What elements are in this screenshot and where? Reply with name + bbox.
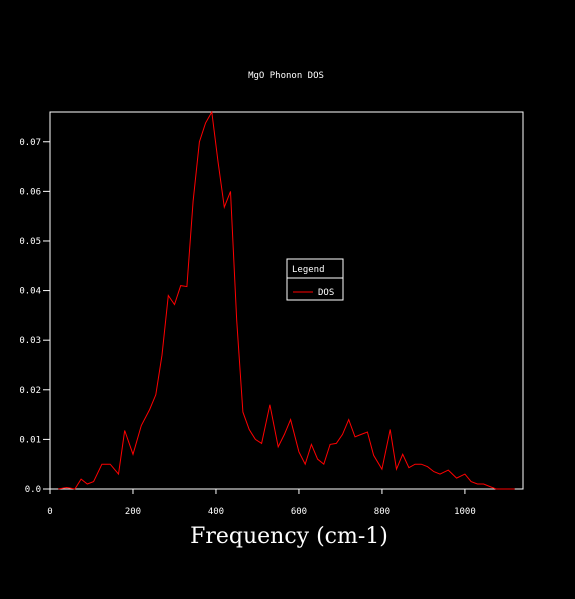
x-tick-label: 400 bbox=[208, 507, 224, 517]
y-tick-label: 0.07 bbox=[19, 138, 41, 148]
y-axis: 0.0 0.01 0.02 0.03 0.04 0.05 0.06 0.07 bbox=[19, 138, 50, 495]
legend-title: Legend bbox=[292, 265, 325, 275]
x-axis-label: Frequency (cm-1) bbox=[190, 524, 388, 549]
y-tick-label: 0.0 bbox=[25, 485, 41, 495]
x-tick-label: 600 bbox=[291, 507, 307, 517]
x-tick-label: 800 bbox=[374, 507, 390, 517]
legend-box bbox=[286, 258, 344, 301]
x-tick-label: 200 bbox=[125, 507, 141, 517]
chart-title: MgO Phonon DOS bbox=[248, 71, 324, 81]
series-line-dos bbox=[58, 110, 515, 490]
y-tick-label: 0.06 bbox=[19, 187, 41, 197]
x-tick-label: 1000 bbox=[454, 507, 476, 517]
legend-entry-dos: DOS bbox=[318, 288, 334, 298]
y-tick-label: 0.02 bbox=[19, 386, 41, 396]
x-tick-label: 0 bbox=[47, 507, 52, 517]
plot-area-frame bbox=[49, 111, 524, 490]
y-tick-label: 0.01 bbox=[19, 435, 41, 445]
y-tick-label: 0.05 bbox=[19, 237, 41, 247]
series-layer bbox=[58, 110, 515, 490]
legend[interactable]: Legend DOS bbox=[286, 258, 344, 301]
x-axis: 0 200 400 600 800 1000 bbox=[47, 489, 476, 517]
y-tick-label: 0.03 bbox=[19, 336, 41, 346]
y-tick-label: 0.04 bbox=[19, 287, 41, 297]
